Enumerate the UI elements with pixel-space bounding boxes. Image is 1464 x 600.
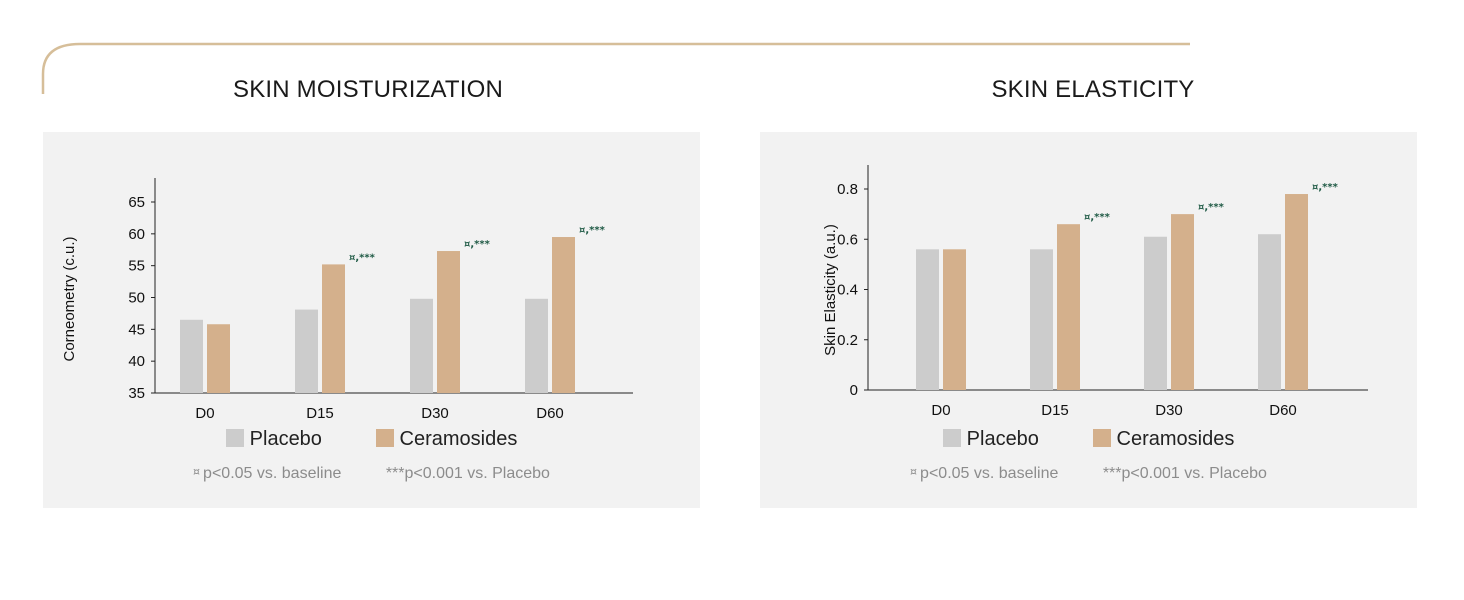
ceramosides-swatch	[1092, 429, 1111, 448]
legend-label-ceramosides: Ceramosides	[399, 428, 518, 451]
bar-placebo	[1144, 236, 1167, 390]
elasticity-footnotes: ¤ p<0.05 vs. baseline ***p<0.001 vs. Plac…	[760, 465, 1417, 483]
legend-label-placebo: Placebo	[249, 428, 322, 451]
legend-item-ceramosides: Ceramosides	[1092, 428, 1235, 451]
y-tick-label: 60	[128, 226, 145, 243]
bar-ceramosides	[943, 249, 966, 390]
bar-placebo	[916, 249, 939, 390]
bar-ceramosides	[322, 264, 345, 393]
x-tick-label: D30	[421, 405, 449, 422]
baseline-symbol: ¤	[910, 465, 918, 478]
bar-ceramosides	[552, 237, 575, 393]
x-tick-label: D60	[536, 405, 564, 422]
y-tick-label: 40	[128, 353, 145, 370]
x-tick-label: D15	[1041, 402, 1069, 419]
moisturization-chart: Corneometry (c.u.) 35 40 45 50 55 60 65 D0 D15 ¤,*…	[61, 178, 633, 422]
bar-ceramosides	[1057, 224, 1080, 390]
legend-label-placebo: Placebo	[966, 428, 1039, 451]
placebo-swatch	[942, 429, 961, 448]
significance-annotation: ¤,***	[349, 252, 376, 263]
elasticity-legend: Placebo Ceramosides	[760, 428, 1417, 451]
note-baseline-text: p<0.05 vs. baseline	[203, 465, 342, 482]
note-baseline: ¤ p<0.05 vs. baseline	[193, 465, 341, 483]
y-tick-label: 0.8	[837, 181, 858, 198]
note-placebo: ***p<0.001 vs. Placebo	[385, 465, 550, 482]
x-tick-label: D0	[195, 405, 214, 422]
bar-placebo	[1030, 249, 1053, 390]
legend-item-placebo: Placebo	[942, 428, 1039, 451]
y-axis-label: Corneometry (c.u.)	[61, 236, 78, 361]
y-tick-label: 0.4	[837, 282, 858, 299]
bar-placebo	[410, 298, 433, 393]
y-tick-label: 0.2	[837, 332, 858, 349]
y-tick-label: 0.6	[837, 231, 858, 248]
significance-annotation: ¤,***	[1312, 182, 1339, 193]
y-tick-label: 35	[128, 385, 145, 402]
moisturization-footnotes: ¤ p<0.05 vs. baseline ***p<0.001 vs. Plac…	[43, 465, 700, 483]
bar-ceramosides	[207, 324, 230, 393]
ceramosides-swatch	[375, 429, 394, 448]
significance-annotation: ¤,***	[579, 225, 606, 236]
y-tick-label: 50	[128, 290, 145, 307]
moisturization-title: SKIN MOISTURIZATION	[232, 76, 504, 103]
x-tick-label: D15	[306, 405, 334, 422]
moisturization-legend: Placebo Ceramosides	[43, 428, 700, 451]
note-baseline: ¤ p<0.05 vs. baseline	[910, 465, 1058, 483]
placebo-swatch	[225, 429, 244, 448]
x-tick-label: D60	[1269, 402, 1297, 419]
bar-ceramosides	[1171, 214, 1194, 390]
bar-placebo	[525, 298, 548, 393]
significance-annotation: ¤,***	[1198, 202, 1225, 213]
bar-placebo	[1258, 234, 1281, 390]
elasticity-chart-panel: Skin Elasticity (a.u.) 0 0.2 0.4 0.6 0.8 D0 D15…	[760, 132, 1417, 508]
bar-placebo	[180, 319, 203, 393]
y-axis-label: Skin Elasticity (a.u.)	[822, 224, 839, 356]
bar-ceramosides	[437, 251, 460, 393]
x-tick-label: D0	[931, 402, 950, 419]
y-tick-label: 55	[128, 258, 145, 275]
decorative-arc-line	[41, 42, 1190, 94]
bar-ceramosides	[1285, 194, 1308, 390]
elasticity-title: SKIN ELASTICITY	[991, 76, 1195, 103]
legend-label-ceramosides: Ceramosides	[1116, 428, 1235, 451]
y-tick-label: 65	[128, 194, 145, 211]
y-tick-label: 45	[128, 321, 145, 338]
legend-item-placebo: Placebo	[225, 428, 322, 451]
baseline-symbol: ¤	[193, 465, 201, 478]
note-baseline-text: p<0.05 vs. baseline	[920, 465, 1059, 482]
y-tick-label: 0	[850, 382, 858, 399]
significance-annotation: ¤,***	[1084, 212, 1111, 223]
bar-placebo	[295, 309, 318, 393]
moisturization-chart-panel: Corneometry (c.u.) 35 40 45 50 55 60 65 D0 D15 ¤,*…	[43, 132, 700, 508]
legend-item-ceramosides: Ceramosides	[375, 428, 518, 451]
significance-annotation: ¤,***	[464, 239, 491, 250]
elasticity-chart: Skin Elasticity (a.u.) 0 0.2 0.4 0.6 0.8 D0 D15…	[822, 165, 1368, 419]
x-tick-label: D30	[1155, 402, 1183, 419]
note-placebo: ***p<0.001 vs. Placebo	[1102, 465, 1267, 482]
